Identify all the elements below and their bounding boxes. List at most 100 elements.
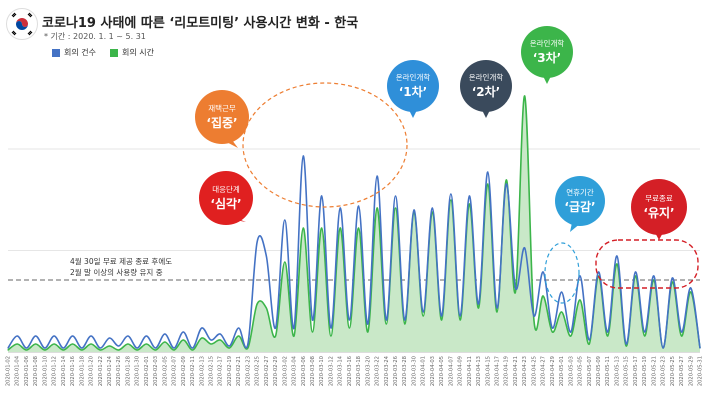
meetings-point — [680, 331, 683, 333]
meetings-point — [293, 327, 295, 329]
x-tick-label: 2020-01-02 — [6, 356, 12, 386]
x-tick-label: 2020-05-07 — [587, 356, 593, 386]
x-axis-ticks: 2020-01-02 2020-01-04 2020-01-06 2020-01-08… — [6, 355, 704, 386]
meetings-point — [496, 307, 498, 309]
meetings-point — [376, 175, 378, 177]
x-tick-label: 2020-05-17 — [633, 356, 639, 386]
duration-point — [524, 95, 526, 97]
callout-line1: 대응단계 — [212, 184, 240, 194]
meetings-point — [616, 255, 618, 257]
meetings-point — [118, 345, 120, 347]
meetings-point — [487, 171, 489, 173]
meetings-point — [35, 335, 37, 337]
duration-point — [385, 323, 387, 325]
x-tick-label: 2020-04-13 — [476, 356, 482, 386]
duration-point — [7, 349, 9, 351]
meetings-point — [459, 315, 461, 317]
duration-point — [118, 349, 120, 351]
x-tick-label: 2020-05-03 — [568, 356, 574, 386]
x-tick-label: 2020-04-21 — [513, 356, 519, 386]
meetings-point — [404, 319, 406, 321]
callout-circle — [460, 60, 512, 112]
meetings-point — [321, 195, 323, 197]
x-tick-label: 2020-03-20 — [365, 356, 371, 386]
x-tick-label: 2020-03-22 — [375, 356, 381, 386]
duration-point — [25, 349, 28, 351]
x-tick-label: 2020-03-26 — [393, 356, 399, 386]
x-tick-label: 2020-02-09 — [181, 356, 187, 386]
korea-flag-icon — [6, 8, 38, 40]
duration-point — [136, 349, 138, 351]
x-tick-label: 2020-01-22 — [98, 356, 104, 386]
callout-circle — [521, 26, 573, 78]
meetings-point — [210, 339, 212, 341]
duration-point — [274, 335, 277, 337]
meetings-point — [164, 333, 166, 335]
duration-point — [155, 349, 157, 351]
annotations: 재택근무 ‘집중’ 대응단계 ‘심각’ 온라인개학 ‘1차’ 온라인개학 ‘2차’ 온라인개학 ‘… — [195, 26, 699, 304]
x-tick-label: 2020-05-29 — [688, 356, 694, 386]
x-tick-label: 2020-02-23 — [245, 356, 251, 386]
duration-point — [588, 343, 590, 345]
meetings-point — [542, 271, 544, 273]
meetings-point — [514, 287, 517, 289]
legend-label: 회의 시간 — [122, 48, 154, 57]
duration-point — [644, 335, 646, 337]
meetings-point — [524, 247, 526, 249]
chart-title: 코로나19 사태에 따른 ‘리모트미팅’ 사용시간 변화 - 한국 — [42, 16, 359, 31]
x-tick-label: 2020-05-23 — [661, 356, 667, 386]
duration-point — [339, 227, 341, 229]
x-tick-label: 2020-01-28 — [125, 356, 131, 386]
meetings-point — [551, 327, 553, 329]
legend-item-duration: 회의 시간 — [110, 47, 154, 58]
x-tick-label: 2020-01-06 — [24, 356, 30, 386]
meetings-point — [533, 315, 535, 317]
legend-label: 회의 건수 — [64, 48, 96, 57]
meetings-point — [108, 337, 111, 339]
duration-point — [367, 331, 369, 333]
duration-point — [247, 347, 249, 349]
callout-line1: 온라인개학 — [469, 72, 504, 82]
x-tick-label: 2020-04-11 — [467, 356, 473, 386]
meetings-point — [238, 327, 240, 329]
meetings-point — [450, 193, 452, 195]
x-tick-label: 2020-05-31 — [698, 356, 704, 386]
duration-point — [210, 343, 212, 345]
duration-point — [616, 263, 618, 265]
duration-point — [551, 331, 553, 333]
meetings-point — [358, 205, 360, 207]
x-tick-label: 2020-01-08 — [33, 356, 39, 386]
duration-point — [450, 199, 452, 201]
x-tick-label: 2020-04-15 — [485, 356, 491, 386]
duration-point — [99, 349, 101, 351]
x-tick-label: 2020-01-18 — [79, 356, 85, 386]
x-tick-label: 2020-02-15 — [208, 356, 214, 386]
duration-point — [35, 343, 37, 345]
meetings-point — [44, 347, 46, 349]
meetings-point — [182, 331, 184, 333]
duration-point — [201, 337, 203, 339]
x-tick-label: 2020-04-01 — [421, 356, 427, 386]
x-tick-label: 2020-01-24 — [107, 355, 113, 386]
meetings-point — [25, 347, 28, 349]
note-line-2: 2월 말 이상의 사용량 유지 중 — [70, 268, 163, 277]
x-tick-label: 2020-02-07 — [172, 356, 178, 386]
duration-point — [607, 335, 609, 337]
callout-bubble-2: 대응단계 ‘심각’ — [199, 171, 253, 225]
callout-bubble-7: 무료종료 ‘유지’ — [631, 179, 687, 240]
duration-point — [477, 307, 480, 309]
x-tick-label: 2020-05-25 — [670, 356, 676, 386]
x-tick-label: 2020-01-30 — [135, 356, 141, 386]
meetings-point — [422, 311, 424, 313]
callout-line2: ‘2차’ — [472, 84, 501, 99]
meetings-point — [413, 209, 415, 211]
callout-bubble-6: 연휴기간 ‘급감’ — [555, 176, 605, 232]
meetings-point — [136, 347, 138, 349]
x-tick-label: 2020-02-29 — [273, 356, 279, 386]
callout-circle — [555, 176, 605, 226]
meetings-point — [690, 287, 692, 289]
callout-line1: 무료종료 — [645, 194, 673, 203]
note-line-1: 4월 30일 무료 제공 종료 후에도 — [70, 257, 173, 266]
duration-point — [542, 295, 544, 297]
